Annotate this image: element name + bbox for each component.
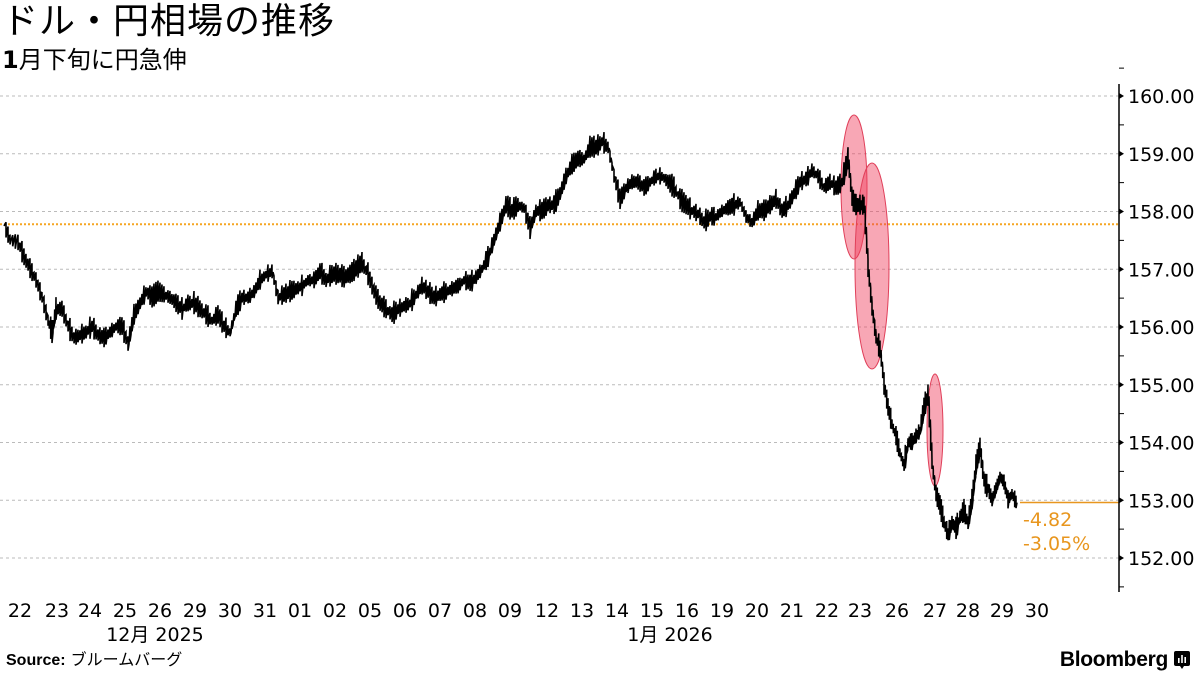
x-tick-label: 30: [218, 600, 242, 622]
price-line: [3, 132, 1018, 541]
y-tick-mark: [1119, 381, 1124, 388]
x-axis: 22 23 24 25 26 29 30 31 01 02 05 06 07 08 09 12 13 14 15 16…: [8, 600, 1049, 646]
highlight-ellipse: [854, 162, 890, 370]
y-tick-mark: [1119, 208, 1124, 215]
change-annotation: -4.82-3.05%: [1023, 509, 1090, 555]
x-tick-label: 26: [885, 600, 909, 622]
x-tick-label: 13: [570, 600, 594, 622]
y-tick-mark: [1119, 439, 1124, 446]
bloomberg-chart-icon: [1174, 651, 1190, 669]
x-tick-label: 16: [675, 600, 699, 622]
x-tick-label: 30: [1025, 600, 1049, 622]
x-tick-label: 22: [815, 600, 839, 622]
y-tick-mark: [1119, 497, 1124, 504]
y-tick-mark: [1119, 266, 1124, 273]
highlight-ellipse: [926, 373, 944, 487]
x-tick-label: 05: [358, 600, 382, 622]
x-tick-label: 20: [745, 600, 769, 622]
y-tick-mark: [1119, 555, 1124, 561]
chart-title: ドル・円相場の推移: [2, 1, 336, 42]
y-axis: 160.00 159.00 158.00 157.00 156.00 155.00 154.…: [1118, 67, 1194, 592]
x-tick-label: 24: [78, 600, 102, 622]
change-value: -4.82: [1023, 509, 1072, 531]
change-percent: -3.05%: [1023, 533, 1090, 555]
x-tick-label: 23: [848, 600, 872, 622]
x-tick-label: 25: [113, 600, 137, 622]
y-tick-label: 159.00: [1128, 144, 1194, 166]
x-tick-label: 31: [253, 600, 277, 622]
x-tick-label: 21: [780, 600, 804, 622]
y-tick-label: 157.00: [1128, 259, 1194, 281]
chart-subtitle: 1月下旬に円急伸: [2, 46, 187, 74]
subtitle-number: 1: [2, 46, 19, 74]
x-tick-label: 06: [393, 600, 417, 622]
y-tick-label: 158.00: [1128, 202, 1194, 224]
x-tick-label: 28: [956, 600, 980, 622]
x-group-label: 1月 2026: [627, 624, 712, 646]
source-label: Source:: [6, 652, 66, 669]
highlight-ellipses: [840, 114, 944, 487]
x-tick-label: 26: [148, 600, 172, 622]
x-tick-label: 09: [498, 600, 522, 622]
y-tick-mark: [1119, 93, 1124, 99]
x-tick-label: 02: [323, 600, 347, 622]
y-tick-label: 152.00: [1128, 548, 1194, 570]
y-tick-mark: [1119, 150, 1124, 157]
x-group-label: 12月 2025: [106, 624, 204, 646]
y-tick-label: 156.00: [1128, 317, 1194, 339]
price-series: [3, 132, 1018, 541]
bloomberg-logo: Bloomberg: [1060, 648, 1190, 672]
gridlines: [0, 95, 1119, 559]
x-tick-label: 27: [923, 600, 947, 622]
brand-wordmark: Bloomberg: [1059, 648, 1168, 671]
x-tick-label: 15: [640, 600, 664, 622]
x-tick-label: 01: [288, 600, 312, 622]
y-tick-label: 154.00: [1128, 433, 1194, 455]
x-tick-label: 12: [535, 600, 559, 622]
x-tick-label: 07: [428, 600, 452, 622]
y-tick-label: 160.00: [1128, 86, 1194, 108]
source-note: Source: ブルームバーグ: [6, 650, 182, 671]
source-value: ブルームバーグ: [70, 650, 183, 669]
subtitle-text: 月下旬に円急伸: [18, 46, 187, 74]
x-tick-label: 08: [463, 600, 487, 622]
y-tick-label: 153.00: [1128, 490, 1194, 512]
y-tick-label: 155.00: [1128, 375, 1194, 397]
y-tick-mark: [1119, 324, 1124, 330]
x-tick-label: 23: [45, 600, 69, 622]
x-tick-label: 29: [990, 600, 1014, 622]
x-tick-label: 22: [8, 600, 32, 622]
x-tick-label: 29: [183, 600, 207, 622]
x-tick-label: 19: [710, 600, 734, 622]
x-tick-label: 14: [605, 600, 629, 622]
